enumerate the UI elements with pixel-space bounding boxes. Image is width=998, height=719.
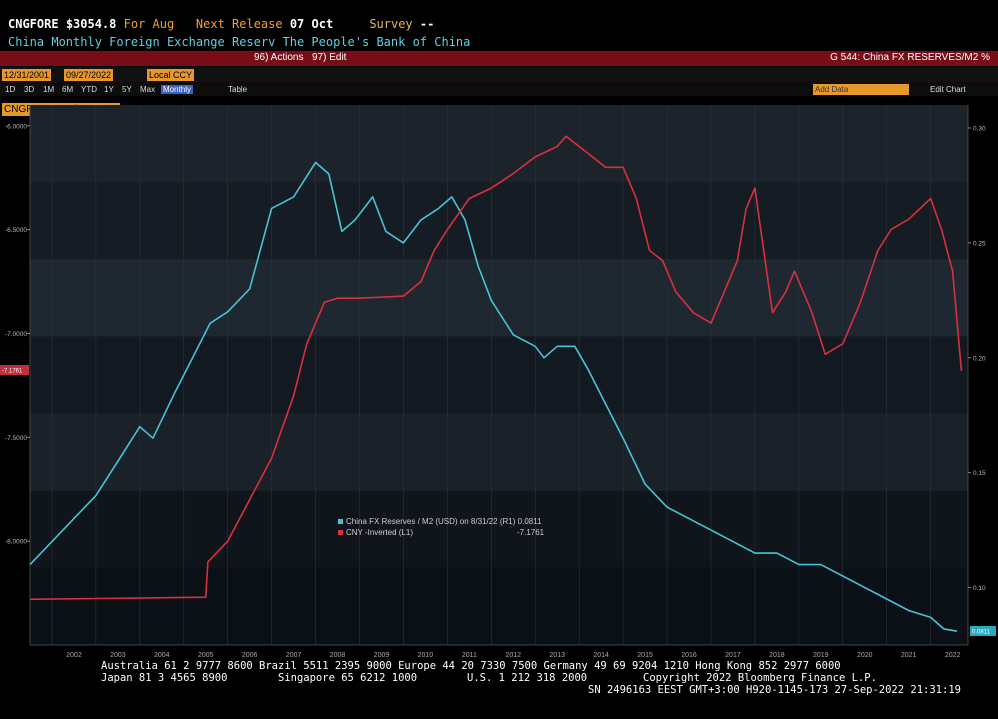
frequency-select[interactable]: Monthly [161, 85, 194, 94]
right-axis: 0.30 0.25 0.20 0.15 0.10 [968, 125, 986, 592]
table-button[interactable]: Table [228, 85, 248, 94]
x-tick-label: 2006 [242, 652, 258, 657]
legend-value: -7.1761 [517, 528, 545, 537]
x-tick-label: 2021 [901, 652, 917, 657]
command-bar: CNGFOREX Index 96) Actions 97) Edit G 54… [0, 51, 998, 116]
legend-label: CNY -Inverted (L1) [346, 528, 413, 537]
x-tick-label: 2020 [857, 652, 873, 657]
x-tick-label: 2011 [462, 652, 477, 657]
x-tick-label: 2018 [769, 652, 785, 657]
add-data-input[interactable]: Add Data [813, 84, 909, 95]
chart[interactable]: -6.0000 -6.5000 -7.0000 -7.5000 -8.0000 0.30… [0, 97, 998, 657]
left-axis: -6.0000 -6.5000 -7.0000 -7.5000 -8.0000 [5, 123, 30, 546]
grid-band [30, 336, 968, 415]
grid-bands [30, 105, 968, 646]
x-tick-label: 2010 [418, 652, 434, 657]
footer-contacts-line1: Australia 61 2 9777 8600 Brazil 5511 239… [101, 660, 841, 672]
left-tick-label: -8.0000 [5, 539, 27, 546]
right-tick-label: 0.10 [973, 585, 986, 592]
x-tick-label: 2007 [286, 652, 302, 657]
x-tick-label: 2003 [110, 652, 126, 657]
legend-value: 0.0811 [517, 517, 542, 526]
grid-band [30, 413, 968, 492]
period-ytd[interactable]: YTD [81, 85, 97, 94]
x-tick-label: 2012 [505, 652, 521, 657]
x-tick-label: 2013 [549, 652, 565, 657]
period-5y[interactable]: 5Y [122, 85, 132, 94]
x-tick-label: 2022 [945, 652, 961, 657]
series-line-fx-reserves [29, 161, 958, 632]
series-lines [29, 135, 963, 632]
footer-us: U.S. 1 212 318 2000 [467, 672, 588, 684]
footer-copyright: Copyright 2022 Bloomberg Finance L.P. [643, 672, 877, 684]
end-date-field[interactable]: 09/27/2022 [64, 69, 114, 81]
footer-japan: Japan 81 3 4565 8900 [101, 672, 228, 684]
legend: China FX Reserves / M2 (USD) on 8/31/22 … [338, 517, 544, 539]
date-range-bar [0, 67, 998, 82]
right-current-value-label: 0.0811 [972, 629, 991, 635]
footer-session: SN 2496163 EEST GMT+3:00 H920-1145-173 2… [588, 684, 961, 696]
grid-band [30, 182, 968, 260]
series-line-cny [29, 135, 963, 601]
period-max[interactable]: Max [140, 85, 156, 94]
actions-menu[interactable]: 96) Actions [254, 52, 304, 63]
legend-swatch [338, 519, 343, 525]
left-tick-label: -6.5000 [5, 227, 27, 234]
x-tick-label: 2016 [681, 652, 697, 657]
last-value: $3054.8 [65, 17, 117, 31]
right-tick-label: 0.30 [973, 125, 986, 132]
next-release-date: 07 Oct [289, 17, 334, 31]
period-6m[interactable]: 6M [62, 85, 74, 94]
for-period: For Aug [123, 17, 175, 31]
legend-label: China FX Reserves / M2 (USD) on 8/31/22 … [346, 517, 516, 526]
edit-chart-button[interactable]: Edit Chart [930, 85, 966, 94]
currency-select[interactable]: Local CCY [147, 69, 195, 81]
x-tick-label: 2017 [725, 652, 741, 657]
period-bar [0, 82, 998, 96]
x-axis: 2002 2003 2004 2005 2006 2007 2008 2009 2010 2011… [66, 652, 960, 657]
left-tick-label: -6.0000 [5, 123, 27, 130]
left-current-value-box [0, 365, 29, 376]
security-header: CNGFORE $3054.8 For Aug Next Release 07 … [8, 17, 434, 31]
grid-band [30, 490, 968, 569]
legend-swatch [338, 530, 343, 536]
start-date-field[interactable]: 12/31/2001 [2, 69, 52, 81]
x-tick-label: 2008 [330, 652, 346, 657]
x-tick-label: 2014 [593, 652, 609, 657]
period-3d[interactable]: 3D [24, 85, 35, 94]
footer-singapore: Singapore 65 6212 1000 [278, 672, 418, 684]
edit-menu[interactable]: 97) Edit [312, 52, 347, 63]
x-tick-label: 2015 [637, 652, 653, 657]
x-tick-label: 2002 [66, 652, 82, 657]
ticker-code: CNGFORE [8, 17, 59, 31]
right-current-value-box [970, 625, 996, 636]
x-tick-label: 2009 [374, 652, 390, 657]
period-1m[interactable]: 1M [43, 85, 55, 94]
legend-item-fx-reserves[interactable]: China FX Reserves / M2 (USD) on 8/31/22 … [338, 517, 544, 528]
survey-value: -- [419, 17, 435, 31]
grid-band [30, 105, 968, 183]
left-current-value-label: -7.1761 [2, 369, 23, 375]
current-value-labels: -7.1761 0.0811 [0, 365, 996, 636]
x-tick-label: 2019 [813, 652, 829, 657]
left-tick-label: -7.0000 [5, 331, 27, 338]
period-1y[interactable]: 1Y [104, 85, 114, 94]
right-tick-label: 0.15 [973, 470, 986, 477]
security-description: China Monthly Foreign Exchange Reserv Th… [8, 35, 471, 49]
chart-title: G 544: China FX RESERVES/M2 % [830, 52, 990, 63]
grid-band [30, 259, 968, 337]
grid-band [30, 567, 968, 646]
x-tick-label: 2005 [198, 652, 214, 657]
period-1d[interactable]: 1D [5, 85, 16, 94]
right-tick-label: 0.20 [973, 355, 986, 362]
right-tick-label: 0.25 [973, 240, 986, 247]
x-grid [29, 105, 969, 646]
survey-label: Survey [369, 17, 413, 31]
legend-item-cny[interactable]: CNY -Inverted (L1) -7.1761 [338, 528, 544, 539]
x-tick-label: 2004 [154, 652, 170, 657]
left-tick-label: -7.5000 [5, 435, 27, 442]
next-release-label: Next Release [195, 17, 283, 31]
